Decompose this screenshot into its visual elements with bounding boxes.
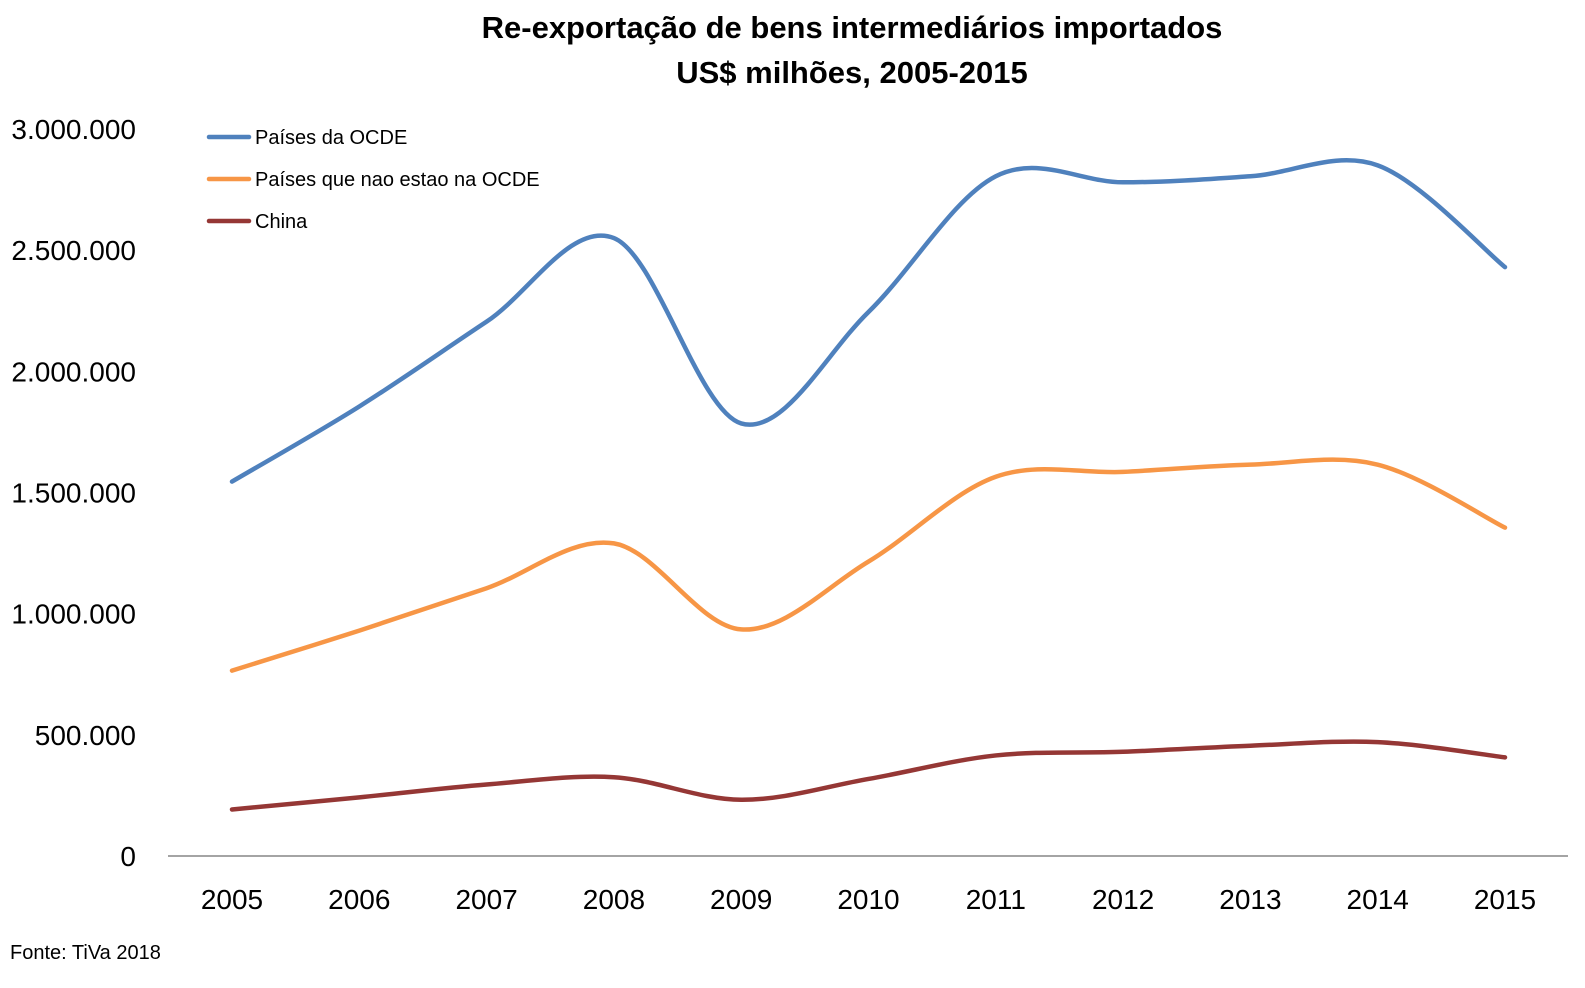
y-tick-label: 0: [120, 841, 136, 872]
y-tick-label: 2.500.000: [11, 235, 136, 266]
x-tick-label: 2014: [1347, 884, 1409, 915]
y-axis-labels: 0 500.000 1.000.000 1.500.000 2.000.000 2.500…: [11, 114, 136, 872]
y-tick-label: 1.500.000: [11, 478, 136, 509]
chart-title: Re-exportação de bens intermediários imp…: [482, 10, 1223, 45]
x-tick-label: 2010: [837, 884, 899, 915]
x-tick-label: 2006: [328, 884, 390, 915]
y-tick-label: 1.000.000: [11, 599, 136, 630]
series-line-1: [229, 158, 1508, 484]
chart-subtitle: US$ milhões, 2005-2015: [676, 55, 1028, 90]
x-tick-label: 2012: [1092, 884, 1154, 915]
series-line-3: [229, 739, 1508, 812]
x-tick-label: 2005: [201, 884, 263, 915]
series-line-2: [229, 457, 1508, 673]
y-tick-label: 3.000.000: [11, 114, 136, 145]
legend-label-2: Países que nao estao na OCDE: [255, 169, 540, 191]
x-tick-label: 2013: [1219, 884, 1281, 915]
source-note: Fonte: TiVa 2018: [10, 942, 161, 964]
x-axis-labels: 2005 2006 2007 2008 2009 2010 2011 2012 2013 2014…: [201, 884, 1536, 915]
y-tick-label: 500.000: [35, 720, 136, 751]
x-tick-label: 2015: [1474, 884, 1536, 915]
x-tick-label: 2008: [583, 884, 645, 915]
x-tick-label: 2007: [455, 884, 517, 915]
legend-label-3: China: [255, 211, 308, 233]
x-tick-label: 2009: [710, 884, 772, 915]
legend: Países da OCDE Países que nao estao na OC…: [206, 127, 540, 233]
legend-label-1: Países da OCDE: [255, 127, 407, 149]
y-tick-label: 2.000.000: [11, 356, 136, 387]
x-tick-label: 2011: [966, 884, 1026, 915]
series-lines: [229, 158, 1508, 812]
